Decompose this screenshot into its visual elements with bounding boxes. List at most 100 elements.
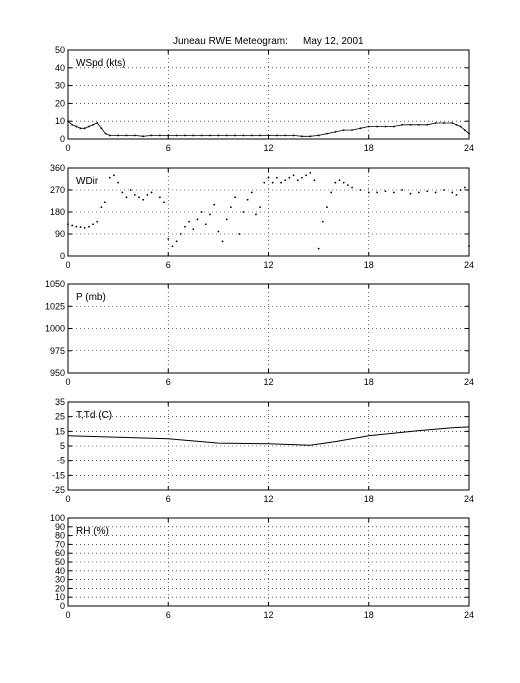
data-point	[175, 134, 178, 137]
data-point	[267, 134, 270, 137]
data-point	[417, 123, 420, 126]
data-point	[246, 198, 249, 201]
data-point	[96, 220, 99, 223]
data-point	[108, 134, 111, 137]
y-tick-label: 270	[50, 185, 65, 195]
data-point	[463, 186, 466, 189]
data-point	[334, 181, 337, 184]
y-tick-label: 90	[55, 229, 65, 239]
data-point	[334, 130, 337, 133]
data-point	[117, 134, 120, 137]
data-point	[455, 193, 458, 196]
x-tick-label: 12	[263, 610, 273, 620]
data-point	[317, 134, 320, 137]
data-point	[305, 174, 307, 177]
x-tick-label: 0	[65, 610, 70, 620]
x-tick-label: 18	[364, 143, 374, 153]
data-point	[330, 191, 333, 194]
data-point	[209, 213, 211, 216]
panel-label: P (mb)	[76, 292, 106, 303]
x-tick-label: 0	[65, 143, 70, 153]
panel-2: 950 975 1000 1025 1050 0 6 12 18 24 P (mb)	[45, 279, 474, 387]
data-point	[376, 125, 379, 128]
y-tick-label: 100	[50, 513, 65, 523]
y-tick-label: 80	[55, 531, 65, 541]
data-point	[200, 134, 203, 137]
data-point	[250, 134, 253, 137]
y-tick-label: 50	[55, 45, 65, 55]
data-point	[451, 122, 454, 124]
y-tick-label: 50	[55, 557, 65, 567]
data-point	[288, 176, 291, 179]
y-tick-label: 30	[55, 81, 65, 91]
panel-label: RH (%)	[76, 526, 109, 537]
data-point	[225, 218, 228, 221]
data-point	[175, 240, 178, 243]
y-tick-label: 35	[55, 397, 65, 407]
chart-date: May 12, 2001	[303, 36, 364, 47]
x-tick-label: 18	[364, 260, 374, 270]
data-point	[117, 181, 120, 184]
data-point	[121, 191, 124, 194]
data-point	[204, 223, 207, 226]
data-point	[321, 220, 324, 223]
data-point	[171, 245, 174, 248]
data-point	[87, 125, 90, 128]
data-point	[67, 223, 69, 226]
y-tick-label: 10	[55, 592, 65, 602]
data-point	[150, 191, 153, 194]
panel-3: -25 -15 -5 5 15 25 35 0 6 12 18 24 T,Td (C)	[52, 397, 474, 504]
data-point	[255, 213, 257, 216]
data-point	[125, 134, 128, 137]
data-point	[401, 189, 404, 191]
data-point	[443, 189, 445, 191]
data-point	[296, 179, 299, 182]
data-point	[234, 134, 236, 137]
data-point	[346, 184, 349, 187]
data-point	[100, 127, 103, 130]
data-point	[275, 134, 278, 137]
data-point	[179, 233, 182, 235]
data-point	[192, 134, 195, 137]
y-tick-label: -15	[52, 470, 65, 480]
y-tick-label: 1050	[45, 279, 65, 289]
data-point	[242, 134, 245, 137]
x-tick-label: 12	[263, 143, 273, 153]
data-point	[367, 191, 370, 194]
data-point	[280, 181, 282, 184]
y-tick-label: 70	[55, 539, 65, 549]
x-tick-label: 12	[263, 377, 273, 387]
data-point	[326, 206, 328, 209]
y-tick-label: 25	[55, 412, 65, 422]
y-tick-label: 180	[50, 207, 65, 217]
data-point	[209, 134, 211, 137]
data-point	[275, 176, 278, 179]
data-point	[326, 132, 328, 135]
y-tick-label: 975	[50, 346, 65, 356]
x-tick-label: 6	[166, 610, 171, 620]
data-point	[238, 233, 241, 235]
y-tick-label: 90	[55, 522, 65, 532]
data-point	[133, 193, 136, 196]
x-tick-label: 0	[65, 260, 70, 270]
data-point	[142, 198, 145, 201]
data-point	[342, 181, 345, 184]
data-point	[459, 189, 462, 191]
data-point	[417, 191, 420, 194]
data-point	[217, 230, 220, 233]
y-tick-label: 950	[50, 368, 65, 378]
data-point	[71, 224, 74, 227]
data-point	[409, 192, 412, 195]
y-tick-label: 60	[55, 548, 65, 558]
data-point	[167, 134, 170, 137]
data-point	[133, 134, 136, 137]
y-tick-label: 1000	[45, 324, 65, 334]
data-point	[75, 225, 78, 228]
data-point	[163, 201, 165, 204]
panel-label: WSpd (kts)	[76, 58, 125, 69]
data-point	[455, 123, 458, 126]
x-tick-label: 18	[364, 494, 374, 504]
